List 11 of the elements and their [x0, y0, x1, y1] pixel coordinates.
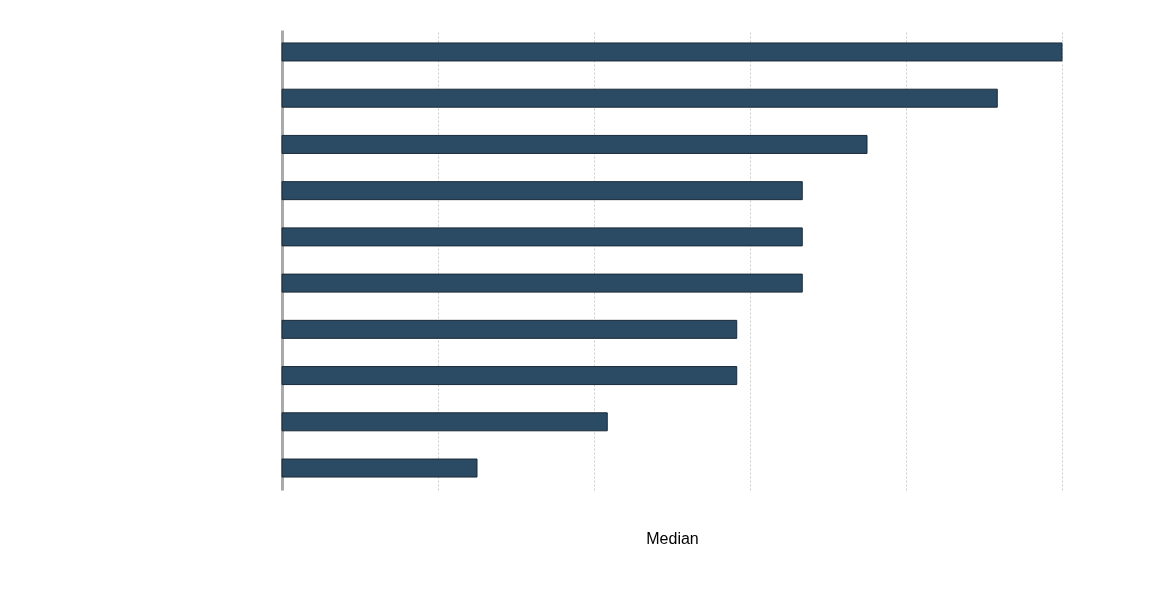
- bar: [281, 458, 478, 478]
- bar: [281, 88, 998, 108]
- bar: [281, 366, 738, 386]
- bar: [281, 412, 608, 432]
- bar: [281, 273, 803, 293]
- bar: [281, 319, 738, 339]
- bar: [281, 134, 868, 154]
- bar: [281, 181, 803, 201]
- x-axis-title: Median: [646, 529, 699, 547]
- bar: [281, 42, 1063, 62]
- bar: [281, 227, 803, 247]
